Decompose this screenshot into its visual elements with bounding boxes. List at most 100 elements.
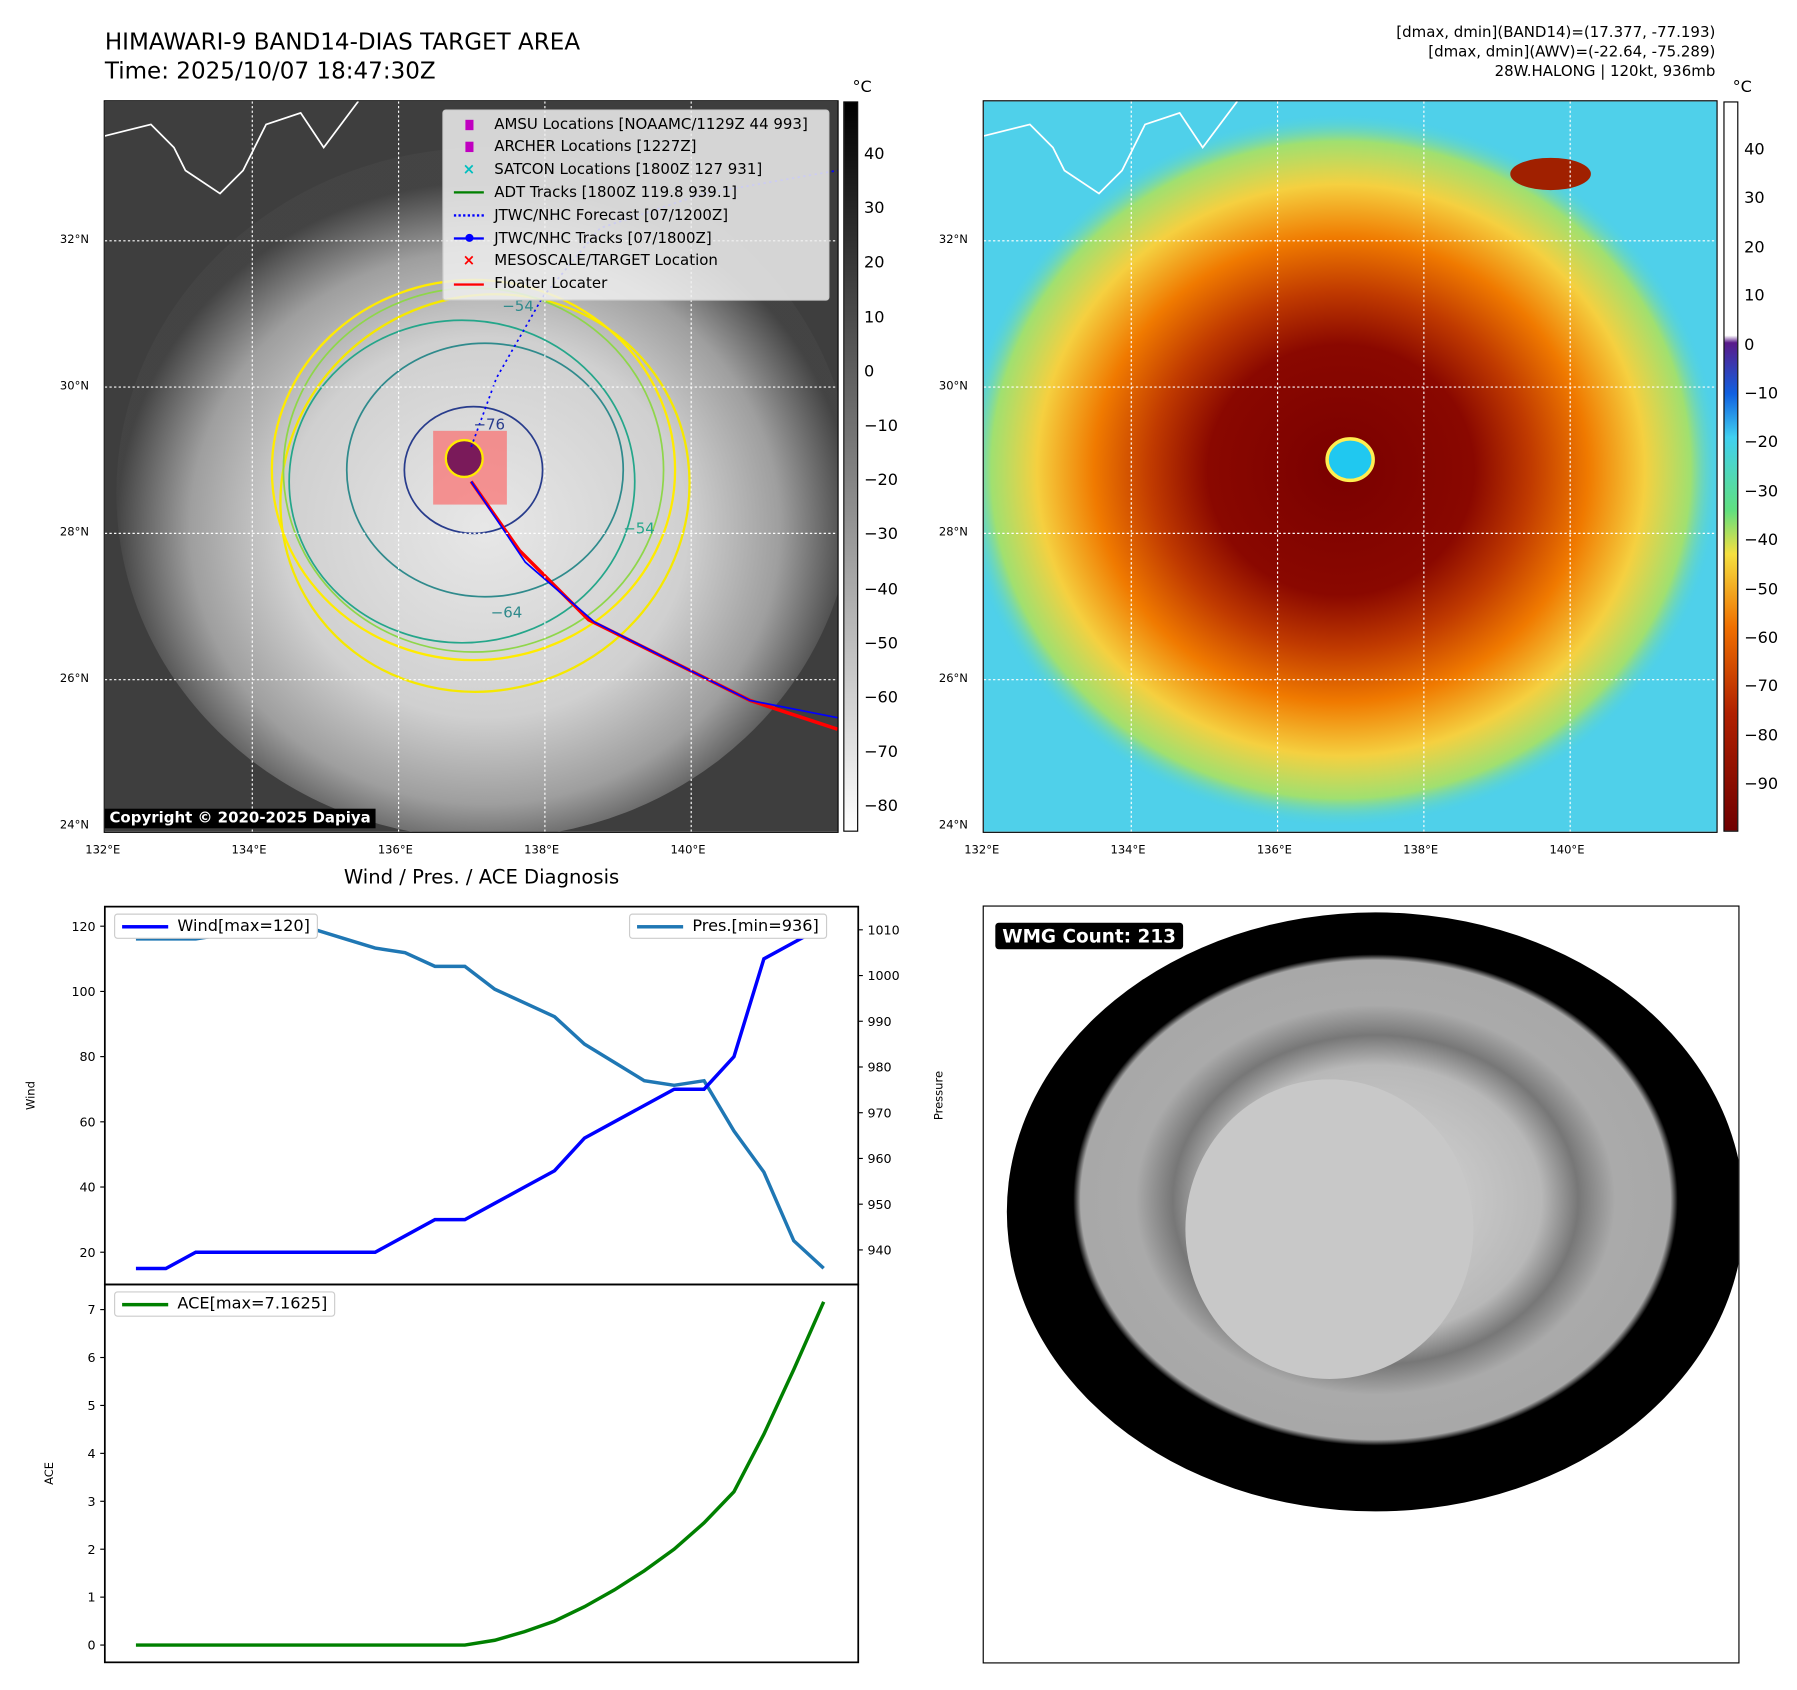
- y-tick-label: 0: [88, 1638, 96, 1653]
- legend-line-icon: [637, 924, 684, 928]
- legend-item: JTWC/NHC Tracks [07/1800Z]: [444, 227, 712, 250]
- wmg-count: WMG Count: 213: [995, 922, 1183, 950]
- bottom-axes-frame: [103, 1283, 860, 1664]
- y2-tick-label: 1010: [867, 922, 899, 937]
- stats-info: [dmax, dmin](BAND14)=(17.377, -77.193) […: [1396, 23, 1715, 82]
- colorbar-tick: 40: [1744, 140, 1765, 159]
- legend-item: ARCHER Locations [1227Z]: [444, 136, 696, 159]
- map-legend: AMSU Locations [NOAAMC/1129Z 44 993] ARCH…: [442, 109, 830, 301]
- y2-tick-label: 940: [867, 1243, 891, 1258]
- square-marker-icon: [444, 142, 495, 153]
- y2-tick-label: 1000: [867, 968, 899, 983]
- legend-label: JTWC/NHC Forecast [07/1200Z]: [494, 206, 729, 225]
- colorbar-tick: −50: [863, 634, 899, 653]
- lon-tick: 134°E: [1110, 844, 1146, 858]
- y-tick-label: 6: [88, 1350, 96, 1365]
- lat-tick: 28°N: [59, 526, 89, 540]
- colorbar-unit: °C: [1732, 78, 1752, 97]
- colorbar-tick: −80: [863, 797, 899, 817]
- legend-label: Wind[max=120]: [177, 916, 310, 936]
- contour-label: −54: [623, 519, 655, 537]
- lat-tick: 32°N: [938, 233, 968, 247]
- y-tick-label: 5: [88, 1398, 96, 1413]
- map-left-frame: [103, 100, 839, 833]
- legend-label: SATCON Locations [1800Z 127 931]: [494, 161, 763, 179]
- legend-line-icon: [122, 1302, 169, 1306]
- y-tick-label: 120: [71, 919, 95, 934]
- colorbar-tick: −30: [1744, 482, 1779, 501]
- y2-tick-label: 960: [867, 1151, 891, 1166]
- lat-tick: 30°N: [938, 380, 968, 393]
- contour-label: −76: [473, 416, 505, 434]
- colorbar-tick: −70: [1744, 677, 1779, 697]
- colorbar-color: [1723, 101, 1739, 832]
- legend-label: AMSU Locations [NOAAMC/1129Z 44 993]: [494, 115, 808, 134]
- y-tick-label: 4: [88, 1446, 96, 1461]
- y2-axis-label: Pressure: [931, 1071, 945, 1120]
- lon-tick: 132°E: [964, 844, 1000, 858]
- product-title: HIMAWARI-9 BAND14-DIAS TARGET AREA: [104, 27, 581, 56]
- colorbar-tick: −30: [863, 525, 899, 545]
- colorbar-tick: 20: [863, 253, 885, 273]
- legend-item: AMSU Locations [NOAAMC/1129Z 44 993]: [444, 113, 808, 136]
- legend-item: JTWC/NHC Forecast [07/1200Z]: [444, 204, 729, 227]
- colorbar-tick: −20: [863, 471, 899, 490]
- lat-tick: 26°N: [59, 672, 89, 686]
- y2-tick-label: 980: [867, 1060, 891, 1075]
- colorbar-tick: 40: [863, 145, 885, 164]
- colorbar-tick: 10: [1744, 287, 1765, 306]
- line-icon: [444, 191, 495, 194]
- y-tick-label: 80: [80, 1049, 96, 1064]
- y2-tick-label: 950: [867, 1197, 891, 1212]
- colorbar-grayscale: [843, 101, 859, 832]
- colorbar-tick: 30: [1744, 189, 1765, 208]
- line-icon: [444, 282, 495, 286]
- lat-tick: 30°N: [59, 380, 89, 393]
- wind-legend: Wind[max=120]: [114, 913, 319, 939]
- wmg-frame: [982, 905, 1740, 1664]
- colorbar-tick: −90: [1744, 775, 1779, 794]
- y-tick-label: 3: [88, 1494, 96, 1509]
- pressure-line: [135, 928, 825, 1270]
- colorbar-tick: −50: [1744, 580, 1779, 599]
- legend-label: Floater Locater: [494, 275, 608, 293]
- y-tick-label: 100: [71, 984, 95, 999]
- lon-tick: 132°E: [85, 844, 121, 858]
- map-right-frame: [982, 100, 1718, 833]
- lat-tick: 28°N: [938, 526, 968, 540]
- colorbar-tick: −60: [1744, 628, 1779, 648]
- chart-title: Wind / Pres. / ACE Diagnosis: [343, 866, 620, 890]
- colorbar-tick: −10: [863, 417, 899, 436]
- colorbar-tick: −40: [863, 580, 899, 599]
- colorbar-tick: −20: [1744, 433, 1779, 453]
- lon-tick: 138°E: [1403, 844, 1439, 858]
- ace-line: [135, 1301, 826, 1647]
- lon-tick: 134°E: [231, 844, 267, 858]
- y-tick-label: 7: [88, 1302, 96, 1317]
- legend-label: Pres.[min=936]: [692, 916, 819, 936]
- y-tick-label: 1: [88, 1590, 96, 1605]
- contour-label: −54: [502, 297, 534, 315]
- y2-tick-label: 990: [867, 1014, 891, 1029]
- band14-range: [dmax, dmin](BAND14)=(17.377, -77.193): [1396, 24, 1716, 42]
- awv-range: [dmax, dmin](AWV)=(-22.64, -75.289): [1428, 43, 1716, 62]
- colorbar-tick: 0: [863, 362, 875, 382]
- y-tick-label: 20: [80, 1245, 96, 1260]
- y-tick-label: 40: [80, 1180, 96, 1195]
- wind-line: [135, 924, 825, 1271]
- lon-tick: 140°E: [670, 844, 706, 858]
- lon-tick: 136°E: [377, 844, 413, 858]
- diagnosis-chart: 1201008060402010101000990980970960950940…: [24, 905, 945, 1664]
- legend-item: × MESOSCALE/TARGET Location: [444, 250, 718, 273]
- copyright: Copyright © 2020-2025 Dapiya: [104, 808, 376, 829]
- y2-tick-label: 970: [867, 1105, 891, 1120]
- lon-tick: 140°E: [1549, 844, 1585, 858]
- y-axis-label: Wind: [24, 1081, 38, 1110]
- colorbar-tick: −40: [1744, 531, 1779, 550]
- legend-item: ADT Tracks [1800Z 119.8 939.1]: [444, 181, 737, 204]
- colorbar-tick: −70: [863, 743, 899, 762]
- colorbar-tick: −10: [1744, 384, 1779, 404]
- colorbar-tick: 0: [1744, 335, 1755, 355]
- legend-label: ADT Tracks [1800Z 119.8 939.1]: [494, 184, 737, 202]
- colorbar-tick: −80: [1744, 726, 1779, 746]
